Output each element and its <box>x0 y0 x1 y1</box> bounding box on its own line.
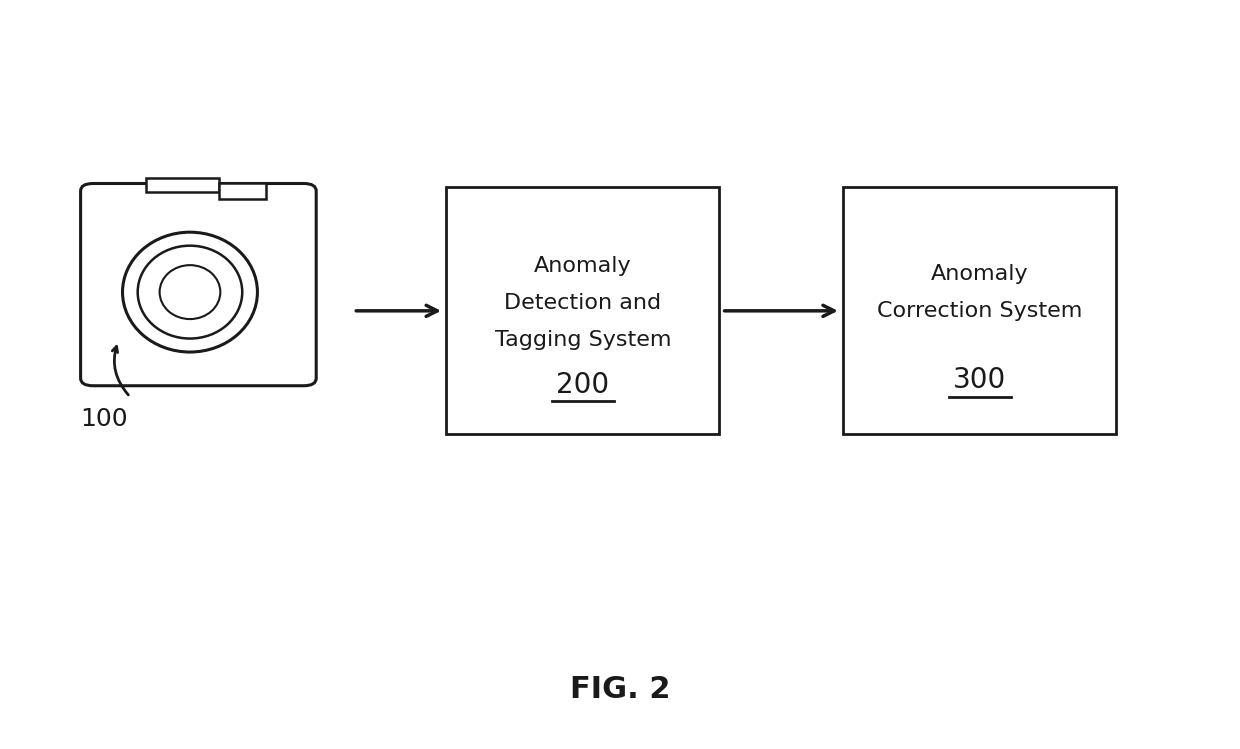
Text: FIG. 2: FIG. 2 <box>569 675 671 703</box>
Text: Anomaly: Anomaly <box>534 256 631 276</box>
FancyBboxPatch shape <box>81 184 316 386</box>
Bar <box>446 187 719 434</box>
Text: Tagging System: Tagging System <box>495 330 671 351</box>
Text: 200: 200 <box>557 371 609 399</box>
Text: Correction System: Correction System <box>877 301 1083 321</box>
Bar <box>219 183 265 199</box>
Text: Detection and: Detection and <box>505 294 661 313</box>
Ellipse shape <box>123 232 258 352</box>
Text: 100: 100 <box>81 407 128 431</box>
Bar <box>843 187 1116 434</box>
Ellipse shape <box>138 246 242 339</box>
Text: Anomaly: Anomaly <box>931 264 1028 284</box>
Bar <box>146 178 219 192</box>
Ellipse shape <box>160 265 221 319</box>
Text: 300: 300 <box>954 366 1006 394</box>
